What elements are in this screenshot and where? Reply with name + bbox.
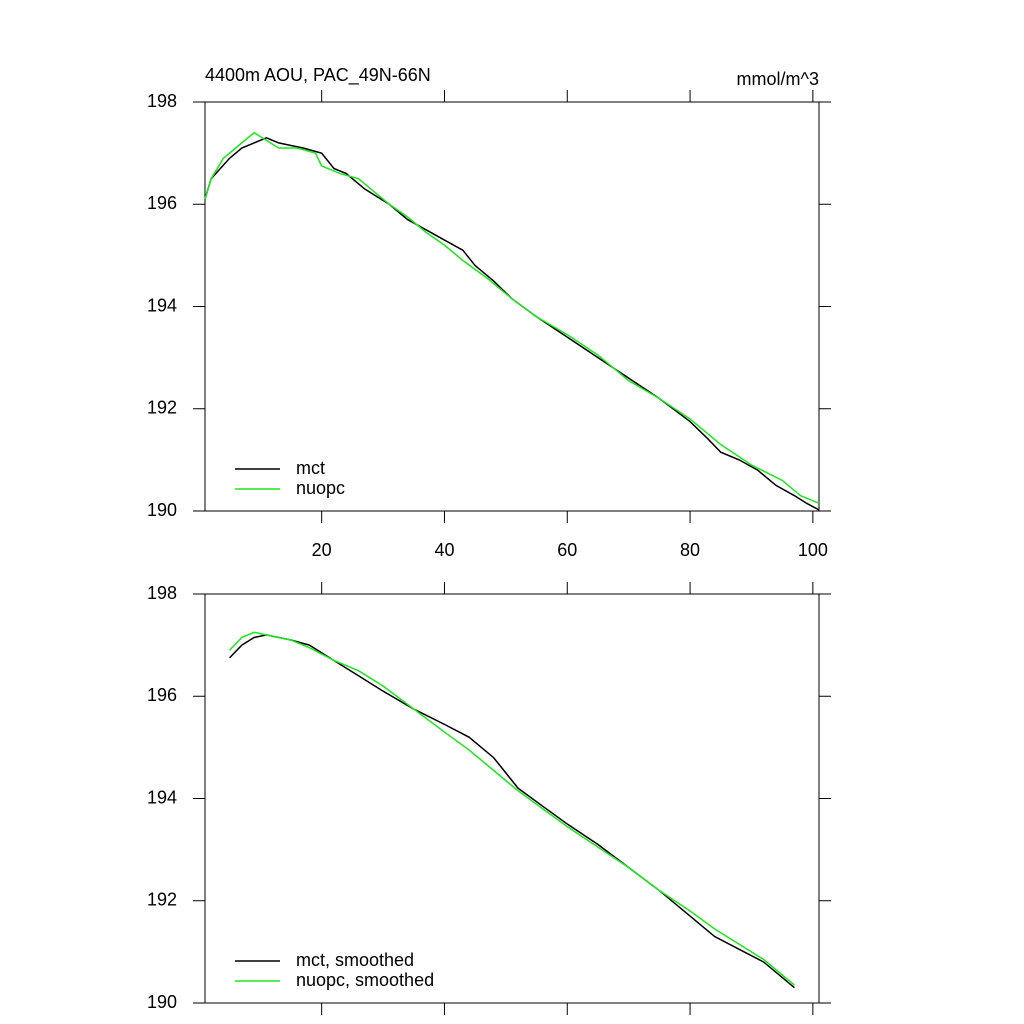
y-tick-label: 196 — [147, 193, 177, 213]
plot-frame — [204, 593, 820, 1004]
x-tick-label: 40 — [434, 540, 454, 560]
y-tick-label: 192 — [147, 890, 177, 910]
chart-title: 4400m AOU, PAC_49N-66N — [205, 65, 431, 86]
y-tick-label: 194 — [147, 787, 177, 807]
legend-label: nuopc — [296, 478, 345, 498]
x-tick-label: 60 — [557, 540, 577, 560]
y-tick-label: 196 — [147, 685, 177, 705]
y-tick-label: 198 — [147, 91, 177, 111]
y-tick-label: 190 — [147, 500, 177, 520]
series-line — [204, 136, 820, 511]
legend-label: mct — [296, 458, 325, 478]
units-label: mmol/m^3 — [737, 69, 819, 89]
y-tick-label: 198 — [147, 583, 177, 603]
y-tick-label: 194 — [147, 295, 177, 315]
x-tick-label: 80 — [680, 540, 700, 560]
x-tick-label: 100 — [798, 540, 828, 560]
y-tick-label: 192 — [147, 398, 177, 418]
legend-label: nuopc, smoothed — [296, 970, 434, 990]
plot-frame — [204, 101, 820, 512]
y-tick-label: 190 — [147, 992, 177, 1012]
x-tick-label: 20 — [312, 540, 332, 560]
series-line — [229, 631, 795, 986]
series-line — [204, 131, 820, 505]
series-line — [229, 634, 795, 989]
legend-label: mct, smoothed — [296, 950, 414, 970]
